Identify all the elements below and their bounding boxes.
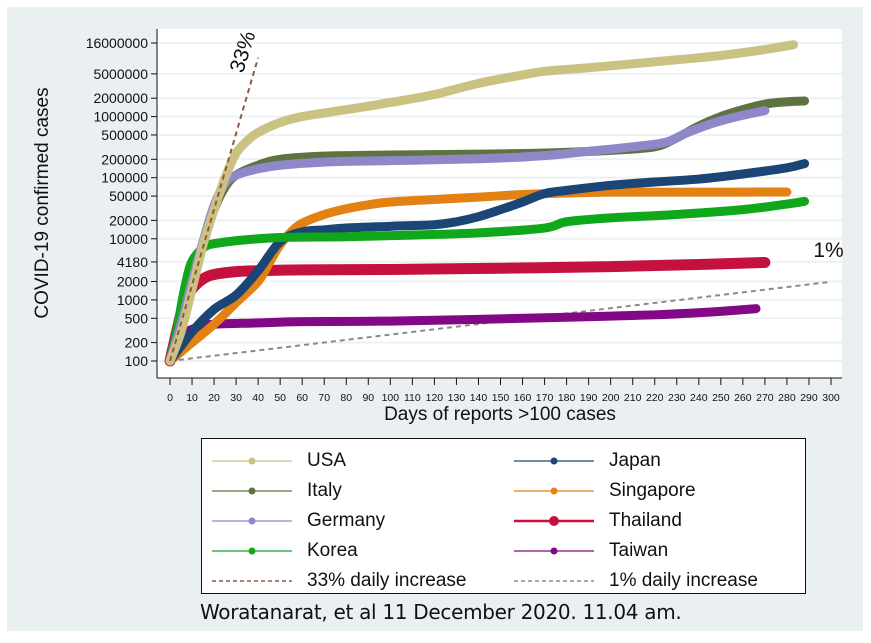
x-tick-label: 300 bbox=[822, 392, 840, 404]
legend-key-icon bbox=[514, 516, 594, 526]
x-tick-label: 100 bbox=[382, 392, 400, 404]
x-tick-label: 220 bbox=[646, 392, 664, 404]
legend-key-icon bbox=[212, 487, 292, 495]
legend-label: 33% daily increase bbox=[307, 570, 467, 591]
series-line-japan bbox=[165, 159, 810, 366]
x-tick-label: 30 bbox=[230, 392, 242, 404]
annotation-label: 1% bbox=[813, 239, 843, 262]
legend-key-icon bbox=[514, 487, 594, 495]
y-tick-label: 50000 bbox=[109, 188, 148, 204]
y-tick-label: 200000 bbox=[101, 151, 148, 167]
x-tick-label: 190 bbox=[580, 392, 598, 404]
legend-key-icon bbox=[514, 580, 594, 582]
y-tick-label: 10000 bbox=[109, 231, 148, 247]
legend-item: Korea bbox=[210, 537, 358, 565]
y-tick-label: 1000000 bbox=[93, 109, 148, 125]
y-axis-ticks: 100 200 500 1000 2000 4180 10000 20000 50000 1000… bbox=[86, 35, 157, 369]
y-tick-label: 500 bbox=[125, 310, 149, 326]
legend-label: 1% daily increase bbox=[609, 570, 758, 591]
x-tick-label: 20 bbox=[208, 392, 220, 404]
y-axis-label: COVID-19 confirmed cases bbox=[32, 87, 53, 318]
x-tick-label: 160 bbox=[514, 392, 532, 404]
legend-label: Korea bbox=[307, 540, 358, 561]
y-tick-label: 200 bbox=[125, 335, 149, 351]
x-tick-label: 0 bbox=[167, 392, 173, 404]
legend-item: Thailand bbox=[512, 507, 682, 535]
x-tick-label: 230 bbox=[668, 392, 686, 404]
legend-label: Singapore bbox=[609, 480, 696, 501]
legend-label: Japan bbox=[609, 450, 661, 471]
y-tick-label: 16000000 bbox=[86, 35, 149, 51]
x-tick-label: 130 bbox=[448, 392, 466, 404]
x-tick-label: 60 bbox=[296, 392, 308, 404]
x-tick-label: 200 bbox=[602, 392, 620, 404]
x-tick-label: 10 bbox=[186, 392, 198, 404]
legend-label: Italy bbox=[307, 480, 342, 501]
y-tick-label: 2000000 bbox=[93, 90, 148, 106]
x-tick-label: 50 bbox=[274, 392, 286, 404]
legend-item: Taiwan bbox=[512, 537, 668, 565]
legend-key-icon bbox=[212, 517, 292, 525]
legend-item: Italy bbox=[210, 477, 342, 505]
series-line-korea bbox=[165, 196, 810, 366]
legend-item: 1% daily increase bbox=[512, 567, 758, 595]
x-tick-label: 90 bbox=[362, 392, 374, 404]
y-tick-label: 2000 bbox=[117, 274, 148, 290]
x-tick-label: 70 bbox=[318, 392, 330, 404]
x-tick-label: 240 bbox=[690, 392, 708, 404]
x-tick-label: 150 bbox=[492, 392, 510, 404]
x-tick-label: 40 bbox=[252, 392, 264, 404]
x-tick-label: 290 bbox=[800, 392, 818, 404]
legend-item: Germany bbox=[210, 507, 385, 535]
x-tick-label: 210 bbox=[624, 392, 642, 404]
legend-key-icon bbox=[212, 547, 292, 555]
x-axis-label: Days of reports >100 cases bbox=[384, 404, 616, 425]
legend-label: USA bbox=[307, 450, 347, 471]
legend-label: Germany bbox=[307, 510, 386, 531]
legend-key-icon bbox=[212, 457, 292, 465]
legend-label: Taiwan bbox=[609, 540, 669, 561]
legend-item: Singapore bbox=[512, 477, 696, 505]
series-line-33-daily-increase bbox=[169, 57, 260, 362]
x-tick-label: 280 bbox=[778, 392, 796, 404]
legend-key-icon bbox=[212, 580, 292, 582]
legend: USA Japan Italy Singapore Germany Thailand Kor… bbox=[201, 438, 806, 594]
legend-item: Japan bbox=[512, 447, 661, 475]
legend-key-icon bbox=[514, 547, 594, 555]
y-tick-label: 500000 bbox=[101, 127, 148, 143]
y-tick-label: 4180 bbox=[117, 254, 148, 270]
legend-key-icon bbox=[514, 457, 594, 465]
legend-item: 33% daily increase bbox=[210, 567, 466, 595]
x-tick-label: 140 bbox=[470, 392, 488, 404]
y-tick-label: 5000000 bbox=[93, 66, 148, 82]
series-line-1-daily-increase bbox=[169, 280, 832, 362]
x-tick-label: 260 bbox=[734, 392, 752, 404]
legend-item: USA bbox=[210, 447, 346, 475]
credit-text: Woratanarat, et al 11 December 2020. 11.… bbox=[200, 600, 682, 624]
x-axis-ticks: 0 10 20 30 40 50 60 70 80 90 100 110 120 130 140 150 160… bbox=[167, 378, 840, 404]
series-layer bbox=[164, 40, 832, 367]
y-tick-label: 100 bbox=[125, 353, 149, 369]
y-tick-label: 20000 bbox=[109, 212, 148, 228]
legend-label: Thailand bbox=[609, 510, 682, 531]
y-tick-label: 1000 bbox=[117, 292, 148, 308]
x-tick-label: 120 bbox=[426, 392, 444, 404]
y-tick-label: 100000 bbox=[101, 170, 148, 186]
x-tick-label: 250 bbox=[712, 392, 730, 404]
x-tick-label: 180 bbox=[558, 392, 576, 404]
x-tick-label: 170 bbox=[536, 392, 554, 404]
x-tick-label: 80 bbox=[340, 392, 352, 404]
x-tick-label: 110 bbox=[404, 392, 421, 404]
x-tick-label: 270 bbox=[756, 392, 774, 404]
